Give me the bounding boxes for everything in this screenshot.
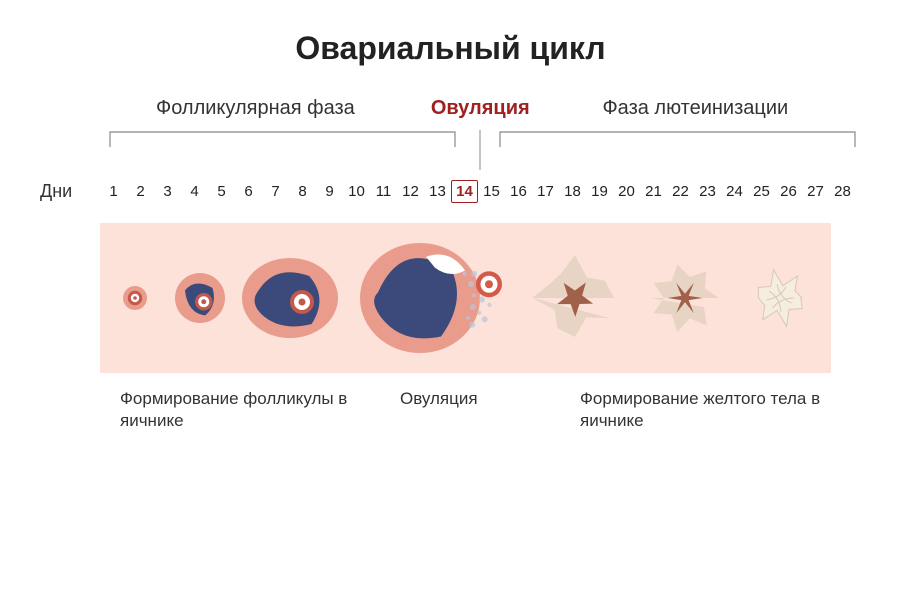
day-number: 28 [829,183,856,200]
day-number: 21 [640,183,667,200]
day-number: 18 [559,183,586,200]
day-number: 8 [289,183,316,200]
phase-ovulation-label: Овуляция [431,97,530,120]
follicle-strip [100,223,831,373]
day-number: 25 [748,183,775,200]
day-number: 19 [586,183,613,200]
caption-follicle-formation: Формирование фолликулы в яичнике [120,388,400,432]
day-number: 24 [721,183,748,200]
days-numbers: 1234567891011121314151617181920212223242… [100,180,856,203]
phase-follicular-label: Фолликулярная фаза [80,97,431,120]
day-number: 20 [613,183,640,200]
day-number: 9 [316,183,343,200]
day-number: 13 [424,183,451,200]
day-number: 12 [397,183,424,200]
phase-luteal-label: Фаза лютеинизации [530,97,861,120]
day-number: 3 [154,183,181,200]
day-number: 5 [208,183,235,200]
diagram-title: Овариальный цикл [40,30,861,67]
day-number: 7 [262,183,289,200]
day-number-highlight: 14 [451,180,478,203]
day-number: 16 [505,183,532,200]
bracket-svg [100,130,880,172]
timeline-row: Дни 123456789101112131415161718192021222… [40,180,861,203]
day-number: 4 [181,183,208,200]
day-number: 17 [532,183,559,200]
diagram-container: Овариальный цикл Фолликулярная фаза Овул… [0,0,901,612]
day-number: 11 [370,183,397,200]
day-number: 1 [100,183,127,200]
day-number: 6 [235,183,262,200]
day-number: 2 [127,183,154,200]
caption-corpus-luteum: Формирование желтого тела в яичнике [580,388,860,432]
phase-labels-row: Фолликулярная фаза Овуляция Фаза лютеини… [40,97,861,120]
day-number: 10 [343,183,370,200]
day-number: 27 [802,183,829,200]
day-number: 22 [667,183,694,200]
days-label: Дни [40,181,100,202]
follicle-illustration [100,223,831,373]
phase-brackets [100,130,861,170]
day-number: 23 [694,183,721,200]
day-number: 26 [775,183,802,200]
day-number: 15 [478,183,505,200]
caption-ovulation: Овуляция [400,388,580,432]
captions-row: Формирование фолликулы в яичнике Овуляци… [120,388,861,432]
